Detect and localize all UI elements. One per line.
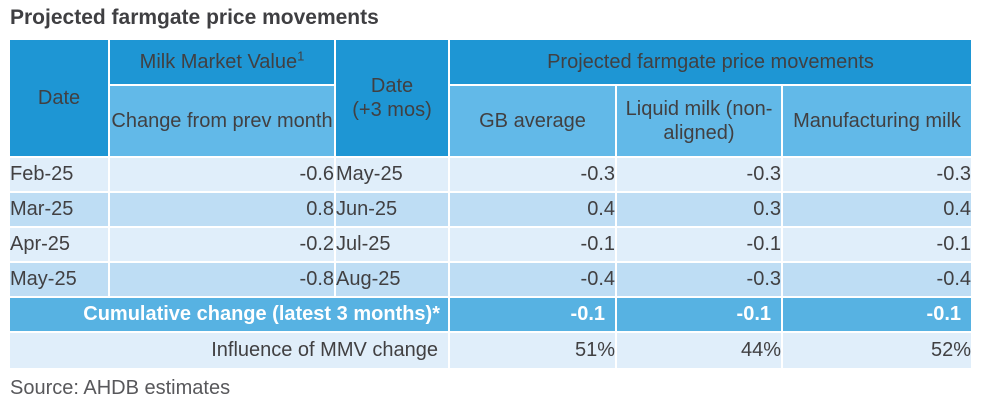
liquid-milk-cell: -0.3 — [617, 158, 781, 191]
footnote-marker-1: 1 — [297, 48, 305, 64]
liquid-milk-cell: -0.1 — [617, 228, 781, 261]
manufacturing-milk-cell: -0.4 — [783, 263, 971, 296]
date-plus3-cell: Aug-25 — [336, 263, 448, 296]
date-plus3-cell: Jun-25 — [336, 193, 448, 226]
date-plus3-cell: Jul-25 — [336, 228, 448, 261]
cumulative-change-row: Cumulative change (latest 3 months)* -0.… — [10, 298, 971, 331]
influence-manufacturing-milk-cell: 52% — [783, 333, 971, 368]
date-cell: Mar-25 — [10, 193, 108, 226]
header-change-from-prev-month: Change from prev month — [110, 86, 334, 156]
liquid-milk-cell: 0.3 — [617, 193, 781, 226]
header-milk-market-value: Milk Market Value1 — [110, 40, 334, 84]
manufacturing-milk-cell: -0.3 — [783, 158, 971, 191]
influence-liquid-milk-cell: 44% — [617, 333, 781, 368]
gb-average-cell: -0.3 — [450, 158, 615, 191]
influence-of-mmv-row: Influence of MMV change 51% 44% 52% — [10, 333, 971, 368]
header-gb-average: GB average — [450, 86, 615, 156]
date-cell: Apr-25 — [10, 228, 108, 261]
table-row-mar-25: Mar-25 0.8 Jun-25 0.4 0.3 0.4 — [10, 193, 971, 226]
manufacturing-milk-cell: 0.4 — [783, 193, 971, 226]
cumulative-liquid-milk-cell: -0.1 — [617, 298, 781, 331]
mmv-change-cell: -0.8 — [110, 263, 334, 296]
manufacturing-milk-cell: -0.1 — [783, 228, 971, 261]
table-row-feb-25: Feb-25 -0.6 May-25 -0.3 -0.3 -0.3 — [10, 158, 971, 191]
header-projected-group: Projected farmgate price movements — [450, 40, 971, 84]
header-row-groups: Date Milk Market Value1 Date (+3 mos) Pr… — [10, 40, 971, 156]
table-row-apr-25: Apr-25 -0.2 Jul-25 -0.1 -0.1 -0.1 — [10, 228, 971, 261]
liquid-milk-cell: -0.3 — [617, 263, 781, 296]
date-plus3-cell: May-25 — [336, 158, 448, 191]
mmv-change-cell: 0.8 — [110, 193, 334, 226]
cumulative-manufacturing-milk-cell: -0.1 — [783, 298, 971, 331]
header-mmv-label: Milk Market Value — [139, 51, 298, 73]
header-date3-line1: Date — [370, 75, 414, 97]
gb-average-cell: 0.4 — [450, 193, 615, 226]
influence-gb-average-cell: 51% — [450, 333, 615, 368]
farmgate-price-table: Date Milk Market Value1 Date (+3 mos) Pr… — [8, 38, 973, 370]
gb-average-cell: -0.1 — [450, 228, 615, 261]
header-date: Date — [10, 40, 108, 156]
table-row-may-25: May-25 -0.8 Aug-25 -0.4 -0.3 -0.4 — [10, 263, 971, 296]
header-row-columns: Change from prev month GB average Liquid… — [10, 86, 971, 156]
date-cell: May-25 — [10, 263, 108, 296]
source-note: Source: AHDB estimates — [10, 377, 231, 399]
header-date-plus-3: Date (+3 mos) — [336, 40, 448, 156]
gb-average-cell: -0.4 — [450, 263, 615, 296]
cumulative-gb-average-cell: -0.1 — [450, 298, 615, 331]
header-date3-line2: (+3 mos) — [352, 99, 432, 121]
page-title: Projected farmgate price movements — [10, 6, 379, 29]
mmv-change-cell: -0.2 — [110, 228, 334, 261]
influence-label: Influence of MMV change — [10, 333, 448, 368]
mmv-change-cell: -0.6 — [110, 158, 334, 191]
cumulative-change-label: Cumulative change (latest 3 months)* — [10, 298, 448, 331]
header-manufacturing-milk: Manufacturing milk — [783, 86, 971, 156]
header-liquid-milk: Liquid milk (non-aligned) — [617, 86, 781, 156]
date-cell: Feb-25 — [10, 158, 108, 191]
